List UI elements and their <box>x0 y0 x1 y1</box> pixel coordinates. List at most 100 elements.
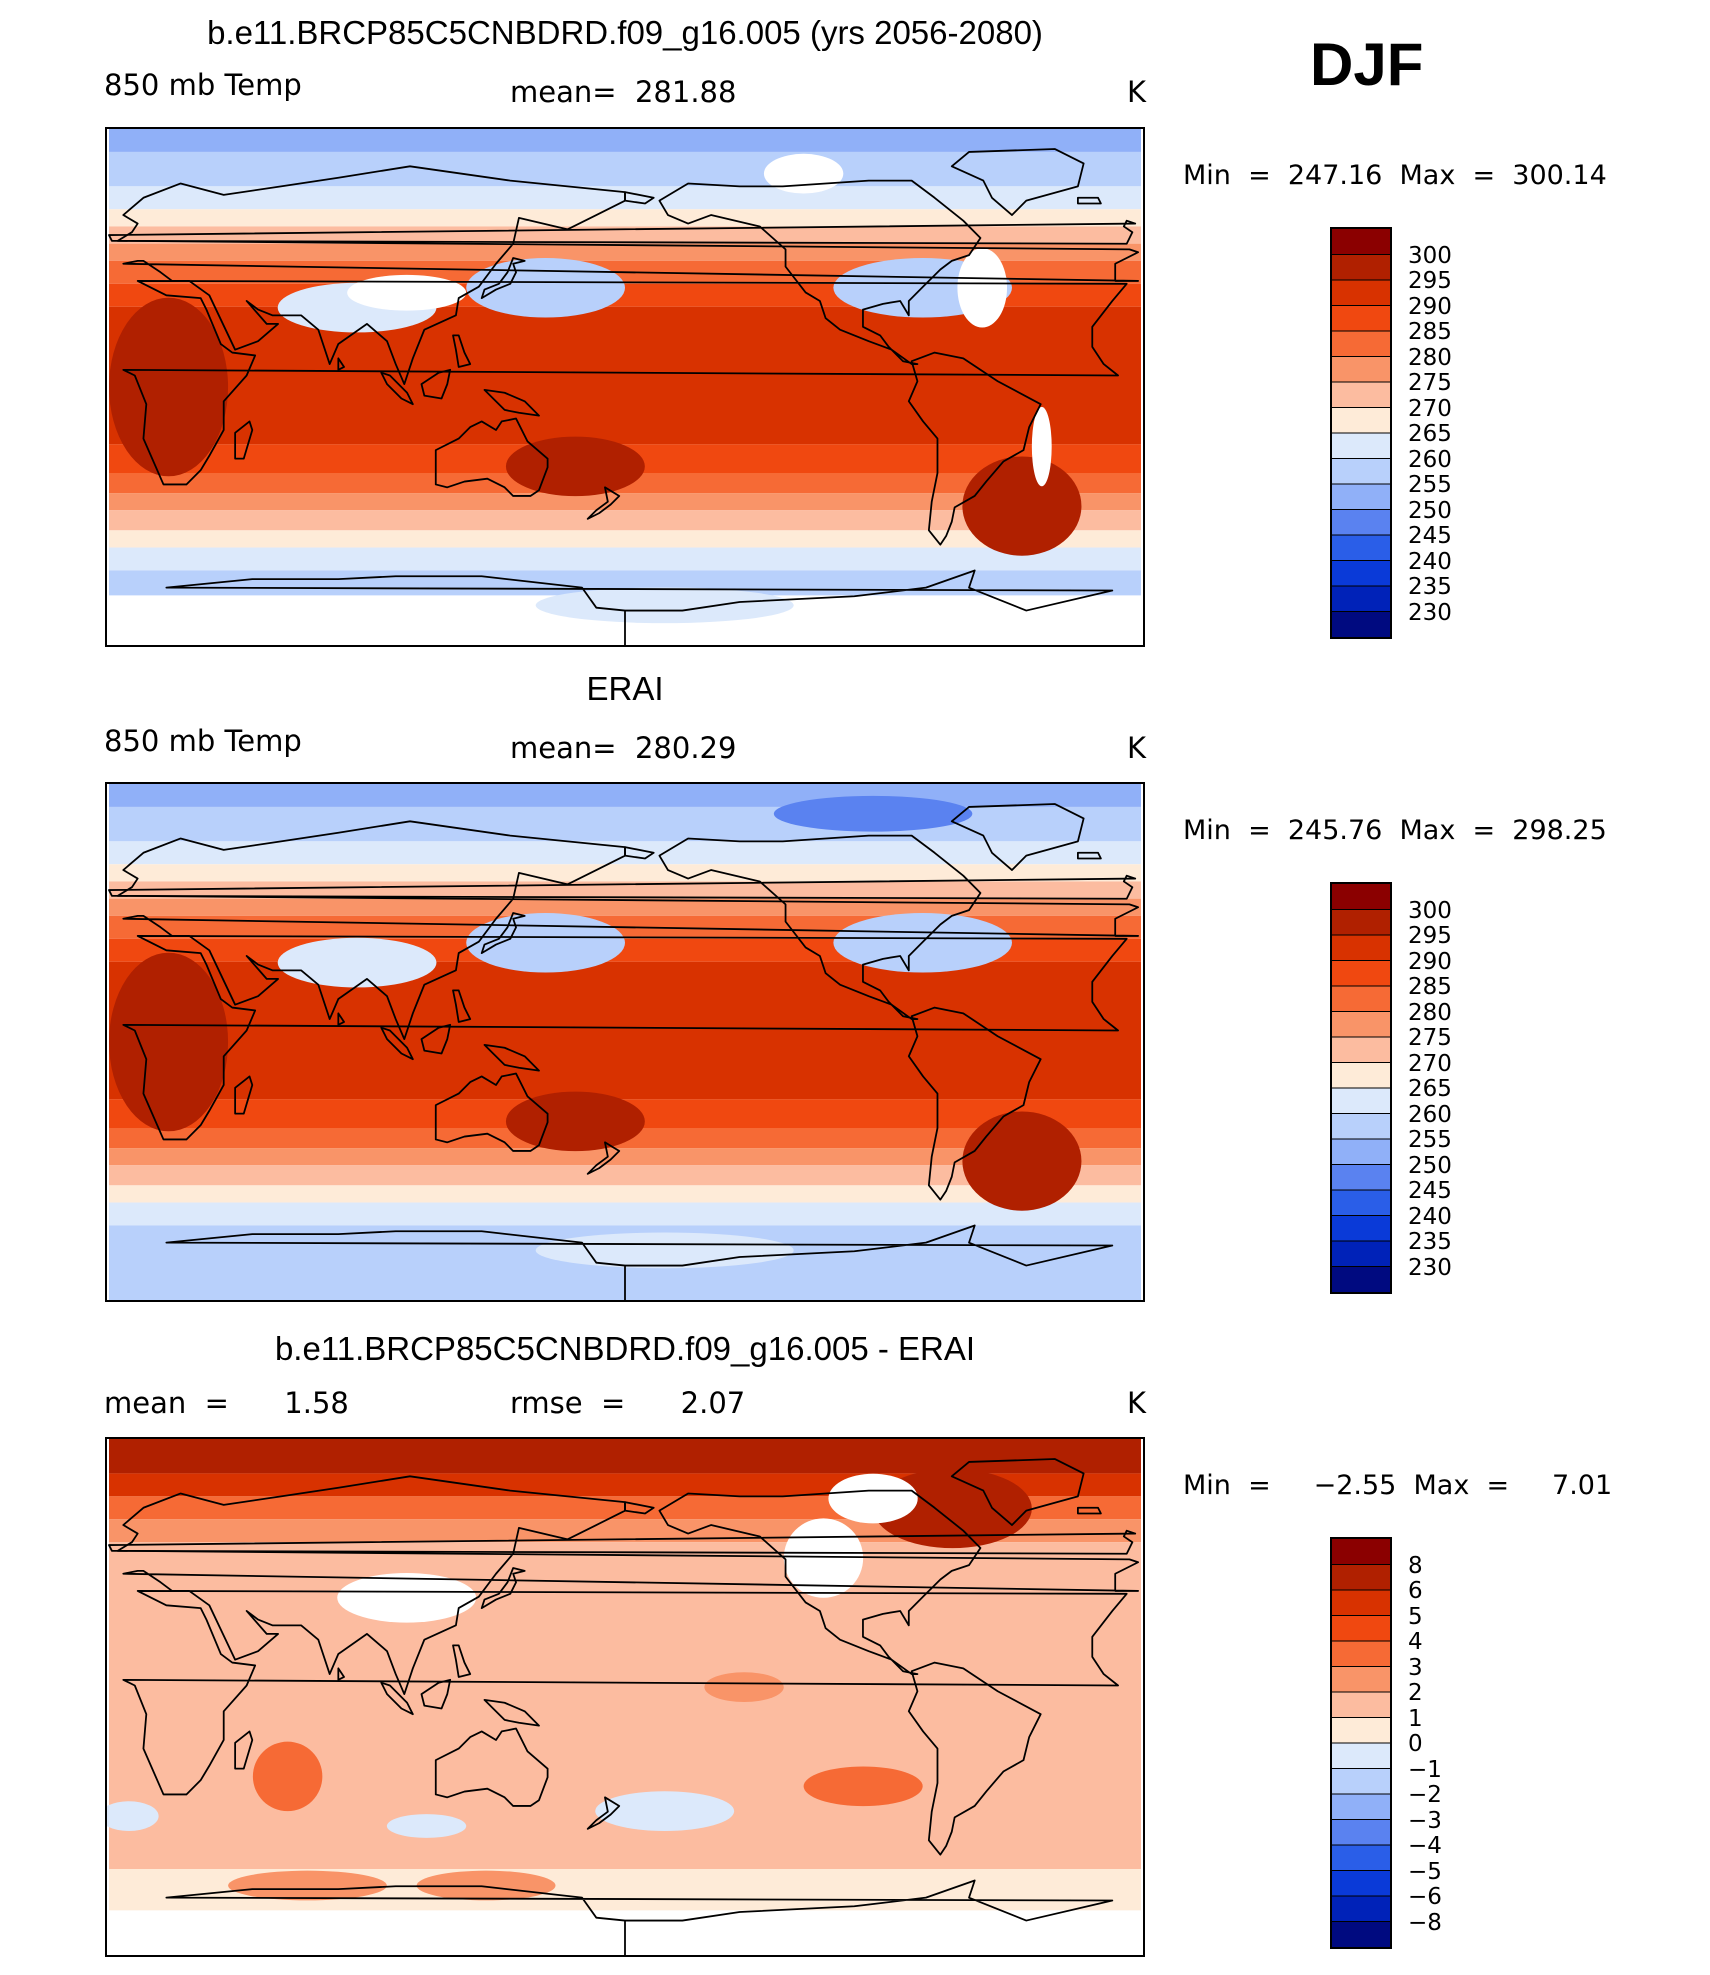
colorbar-swatch <box>1332 1845 1390 1871</box>
coastline <box>434 1727 549 1807</box>
contour-blob <box>595 1791 735 1831</box>
colorbar-swatch <box>1332 407 1390 434</box>
panel2-minmax: Min = 245.76 Max = 298.25 <box>1183 815 1607 846</box>
panel3-map <box>105 1437 1145 1957</box>
colorbar-swatch <box>1332 960 1390 987</box>
colorbar-swatch <box>1332 1241 1390 1267</box>
colorbar-swatch <box>1332 909 1390 936</box>
contour-band <box>109 1165 1141 1186</box>
coastline <box>337 357 345 371</box>
panel2-units-label: K <box>1127 731 1147 765</box>
coastline <box>380 1026 414 1061</box>
colorbar-tick-label: 8 <box>1408 1552 1423 1579</box>
panel2-map <box>105 782 1145 1302</box>
colorbar-swatch <box>1332 1062 1390 1089</box>
contour-blob <box>347 274 467 311</box>
contour-band <box>109 547 1141 571</box>
colorbar-swatch <box>1332 1717 1390 1744</box>
panel3-title: b.e11.BRCP85C5CNBDRD.f09_g16.005 - ERAI <box>274 1330 976 1367</box>
coastline <box>108 219 1137 245</box>
colorbar-tick-label: 255 <box>1408 472 1452 498</box>
colorbar-tick-label: 245 <box>1408 1178 1452 1204</box>
colorbar-swatch <box>1332 560 1390 587</box>
colorbar-tick-label: 270 <box>1408 1050 1452 1077</box>
contour-band <box>109 784 1141 807</box>
colorbar-swatch <box>1332 280 1390 306</box>
colorbar-tick-label: 6 <box>1408 1578 1423 1604</box>
contour-blob <box>386 1814 467 1838</box>
coastline <box>483 388 540 417</box>
contour-band <box>109 806 1141 842</box>
colorbar-tick-label: 4 <box>1408 1629 1423 1655</box>
colorbar-tick-label: 275 <box>1408 1025 1452 1051</box>
coastline <box>420 368 452 400</box>
colorbar-swatch <box>1332 1666 1390 1693</box>
colorbar-swatch <box>1332 254 1390 281</box>
colorbar-tick-label: −4 <box>1408 1833 1442 1859</box>
colorbar-swatch <box>1332 1768 1390 1795</box>
colorbar-swatch <box>1332 1819 1390 1846</box>
colorbar-swatch <box>1332 884 1390 910</box>
season-label: DJF <box>1310 31 1424 98</box>
colorbar-tick-label: 265 <box>1408 421 1452 447</box>
colorbar-swatch <box>1332 1190 1390 1216</box>
colorbar-swatch <box>1332 305 1390 332</box>
coastline <box>234 1730 254 1770</box>
colorbar-tick-label: −8 <box>1408 1909 1442 1936</box>
contour-band <box>109 209 1141 227</box>
colorbar-swatch <box>1332 1921 1390 1947</box>
coastline <box>950 803 1085 871</box>
contour-blob <box>962 456 1082 556</box>
contour-blob <box>773 795 973 832</box>
coastline <box>480 1567 526 1609</box>
colorbar-tick-label: 270 <box>1408 395 1452 422</box>
colorbar-swatch <box>1332 1088 1390 1114</box>
coastline <box>1076 196 1102 205</box>
coastline <box>480 257 526 299</box>
panel3-colorbar <box>1330 1537 1392 1949</box>
contour-blob <box>535 1232 794 1269</box>
panel2-mean-label: mean= 280.29 <box>510 731 737 765</box>
colorbar-tick-label: 5 <box>1408 1603 1423 1630</box>
colorbar-swatch <box>1332 1870 1390 1897</box>
coastline <box>165 1879 1114 1955</box>
panel1-mean-label: mean= 281.88 <box>510 75 737 109</box>
coastline <box>116 165 1140 386</box>
colorbar-swatch <box>1332 229 1390 255</box>
colorbar-swatch <box>1332 1896 1390 1922</box>
colorbar-swatch <box>1332 1266 1390 1292</box>
coastline <box>907 1661 1042 1856</box>
contour-blob <box>466 913 625 973</box>
colorbar-tick-label: 300 <box>1408 897 1452 924</box>
colorbar-swatch <box>1332 586 1390 612</box>
colorbar-swatch <box>1332 1794 1390 1820</box>
coastline <box>1076 1506 1102 1515</box>
colorbar-swatch <box>1332 1164 1390 1191</box>
contour-blob <box>535 587 794 624</box>
panel1-variable-label: 850 mb Temp <box>104 68 302 102</box>
contour-blob <box>228 1870 387 1901</box>
contour-blob <box>337 1572 477 1623</box>
coastline <box>452 1644 472 1678</box>
coastline <box>452 989 472 1023</box>
colorbar-tick-label: 285 <box>1408 974 1452 1000</box>
colorbar-tick-label: −3 <box>1408 1807 1442 1834</box>
coastline <box>434 417 549 497</box>
contour-band <box>109 898 1141 916</box>
panel3-minmax: Min = −2.55 Max = 7.01 <box>1183 1470 1613 1501</box>
contour-blob <box>107 1801 159 1831</box>
contour-band <box>109 530 1141 548</box>
colorbar-tick-label: 230 <box>1408 1254 1452 1281</box>
contour-blob <box>252 1741 323 1812</box>
coastline <box>658 834 982 1020</box>
colorbar-swatch <box>1332 1011 1390 1038</box>
coastline <box>234 420 254 460</box>
colorbar-tick-label: 290 <box>1408 948 1452 975</box>
colorbar-swatch <box>1332 1139 1390 1165</box>
contour-blob <box>803 1766 923 1807</box>
contour-band <box>109 1202 1141 1226</box>
colorbar-tick-label: 260 <box>1408 1101 1452 1128</box>
contour-band <box>109 151 1141 187</box>
colorbar-swatch <box>1332 1215 1390 1242</box>
colorbar-swatch <box>1332 331 1390 357</box>
